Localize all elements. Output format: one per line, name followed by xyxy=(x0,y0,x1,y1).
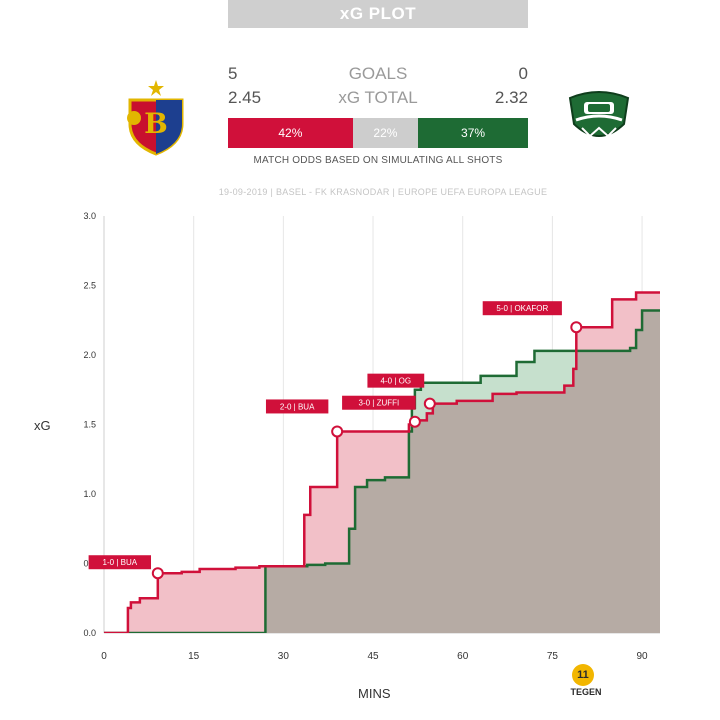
x-tick-15: 15 xyxy=(188,651,200,662)
goal-label-4: 4-0 | OG xyxy=(381,377,412,386)
away-goals: 0 xyxy=(518,64,528,83)
home-team-crest: B xyxy=(127,80,184,156)
home-goals: 5 xyxy=(228,64,238,83)
brand-name: TEGEN xyxy=(570,687,602,697)
x-tick-60: 60 xyxy=(457,651,469,662)
goal-label-1: 1-0 | BUA xyxy=(103,558,138,567)
xg-total-label: xG TOTAL xyxy=(338,88,418,107)
goals-label: GOALS xyxy=(348,64,408,83)
home-win-odds: 42% xyxy=(228,118,353,148)
goal-label-3: 3-0 | ZUFFI xyxy=(359,399,400,408)
goal-label-5: 5-0 | OKAFOR xyxy=(496,304,548,313)
goal-marker-1 xyxy=(151,567,164,580)
x-tick-90: 90 xyxy=(637,651,649,662)
y-tick-1.5: 1.5 xyxy=(83,420,96,430)
plot-area xyxy=(104,291,660,633)
chart-title: xG PLOT xyxy=(228,0,528,28)
y-tick-2.5: 2.5 xyxy=(83,281,96,291)
goal-marker-4 xyxy=(423,397,436,410)
goal-marker-2 xyxy=(331,425,344,438)
svg-text:B: B xyxy=(144,107,168,140)
goal-label-2: 2-0 | BUA xyxy=(280,402,315,411)
goal-marker-3 xyxy=(408,415,421,428)
x-axis-label: MINS xyxy=(358,686,391,701)
goal-label-box-3 xyxy=(342,395,416,410)
x-tick-75: 75 xyxy=(547,651,559,662)
y-tick-2.0: 2.0 xyxy=(83,350,96,360)
odds-note: MATCH ODDS BASED ON SIMULATING ALL SHOTS xyxy=(253,155,503,166)
match-odds-bar: 42% 22% 37% xyxy=(228,118,528,148)
goal-label-box-1 xyxy=(88,555,152,570)
away-xg-line xyxy=(104,309,660,633)
x-tick-0: 0 xyxy=(101,651,107,662)
x-tick-30: 30 xyxy=(278,651,290,662)
brand-icon: 11 xyxy=(572,664,594,686)
goal-label-box-5 xyxy=(482,301,562,316)
goal-marker-5 xyxy=(570,321,583,334)
brand-logo: 11 TEGEN xyxy=(560,664,612,704)
match-info: 19-09-2019 | BASEL - FK KRASNODAR | EURO… xyxy=(218,187,548,197)
goal-label-box-4 xyxy=(367,373,425,388)
y-tick-3.0: 3.0 xyxy=(83,211,96,221)
away-team-crest xyxy=(568,91,630,138)
y-tick-0.0: 0.0 xyxy=(83,628,96,638)
home-xg-total: 2.45 xyxy=(228,88,262,107)
y-tick-1.0: 1.0 xyxy=(83,489,96,499)
goal-label-box-2 xyxy=(265,399,329,414)
y-axis-label: xG xyxy=(34,418,51,433)
away-win-odds: 37% xyxy=(418,118,528,148)
away-xg-total: 2.32 xyxy=(494,88,528,107)
draw-odds: 22% xyxy=(352,118,419,148)
x-tick-45: 45 xyxy=(367,651,379,662)
